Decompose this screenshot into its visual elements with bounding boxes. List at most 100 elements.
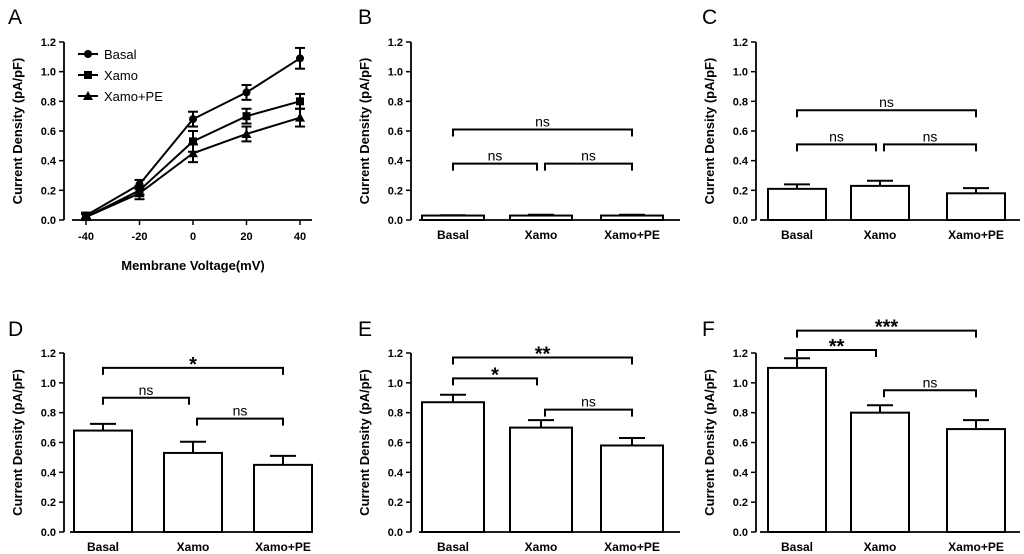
y-tick-label: 0.0 [388, 215, 403, 227]
panel-a: A 0.0 0.2 0.4 0.6 0.8 1.0 1.2 Current Density (p… [8, 6, 312, 273]
y-tick-label: 0.6 [41, 126, 56, 138]
y-tick-label: 0.2 [388, 185, 403, 197]
category-label: Xamo+PE [948, 540, 1004, 554]
category-label: Basal [437, 228, 469, 242]
x-tick-label: 40 [294, 231, 306, 243]
data-point [296, 54, 304, 63]
significance-label: *** [875, 317, 899, 339]
y-tick-label: 0.6 [733, 126, 748, 138]
y-tick-label: 0.6 [388, 126, 403, 138]
significance-label: ns [488, 148, 503, 164]
y-tick-label: 1.2 [388, 37, 403, 49]
y-tick-label: 0.6 [733, 438, 748, 450]
significance-bracket [452, 356, 633, 365]
significance-bracket [544, 408, 633, 417]
significance-bracket [102, 366, 284, 375]
y-tick-label: 0.4 [41, 467, 57, 479]
category-label: Xamo+PE [604, 228, 660, 242]
legend-marker [83, 91, 93, 100]
significance-label: ns [879, 94, 894, 110]
significance-label: ns [923, 374, 938, 390]
significance-bracket [796, 143, 877, 152]
category-label: Xamo+PE [255, 540, 311, 554]
legend: Basal Xamo Xamo+PE [78, 47, 163, 104]
y-tick-label: 1.0 [733, 378, 748, 390]
category-label: Xamo [864, 540, 897, 554]
significance-bracket [796, 349, 877, 358]
panel-letter: A [8, 6, 22, 29]
data-point [81, 212, 91, 222]
category-label: Xamo [864, 228, 897, 242]
significance-label: ** [829, 336, 845, 358]
data-point [242, 88, 251, 97]
panel-letter: B [358, 6, 372, 29]
legend-marker [84, 71, 92, 79]
bar [946, 192, 1006, 222]
data-point [296, 97, 304, 106]
significance-bracket [796, 329, 977, 338]
category-label: Xamo+PE [948, 228, 1004, 242]
bar [600, 214, 664, 222]
category-label: Xamo [177, 540, 210, 554]
data-point [189, 115, 197, 124]
significance-bracket [883, 389, 977, 398]
y-tick-label: 1.2 [41, 348, 56, 360]
x-tick-label: -40 [78, 231, 94, 243]
y-tick-label: 0.4 [733, 156, 749, 168]
data-point [242, 112, 251, 121]
y-axis-label: Current Density (pA/pF) [357, 369, 372, 516]
panel-letter: E [358, 318, 372, 341]
y-tick-label: 1.0 [388, 378, 403, 390]
y-tick-label: 1.0 [733, 67, 748, 79]
significance-label: * [491, 364, 499, 386]
y-axis-label: Current Density (pA/pF) [702, 369, 717, 516]
category-label: Xamo [525, 228, 558, 242]
y-tick-label: 0.0 [388, 527, 403, 539]
y-tick-label: 0.6 [388, 438, 403, 450]
data-point [189, 137, 197, 146]
bar [850, 411, 910, 533]
significance-bracket [883, 143, 977, 152]
significance-bracket [102, 396, 190, 405]
category-label: Basal [781, 540, 813, 554]
y-tick-label: 0.4 [388, 156, 404, 168]
y-tick-label: 0.2 [41, 497, 56, 509]
y-tick-label: 0.8 [388, 408, 403, 420]
significance-bracket [796, 109, 977, 118]
significance-bracket [452, 128, 633, 137]
panel-b: B 0.0 0.2 0.4 0.6 0.8 1.0 1.2 Current Density (p… [357, 6, 680, 242]
significance-label: ns [233, 403, 248, 419]
data-point [134, 188, 145, 198]
bar [767, 366, 827, 533]
significance-label: ns [139, 382, 154, 398]
significance-label: ns [829, 128, 844, 144]
data-point [241, 128, 252, 138]
y-tick-label: 0.8 [733, 408, 748, 420]
y-tick-label: 0.4 [41, 156, 57, 168]
bar [946, 428, 1006, 534]
series-xamo-pe [81, 107, 305, 222]
y-tick-label: 0.4 [388, 467, 404, 479]
x-tick-label: 0 [190, 231, 196, 243]
y-tick-label: 0.8 [733, 96, 748, 108]
category-label: Xamo+PE [604, 540, 660, 554]
panel-d: D 0.0 0.2 0.4 0.6 0.8 1.0 1.2 Current Density (p… [8, 318, 313, 554]
y-tick-label: 0.6 [41, 438, 56, 450]
panel-letter: C [702, 6, 717, 29]
y-tick-label: 1.0 [41, 378, 56, 390]
y-axis-label: Current Density (pA/pF) [357, 58, 372, 205]
x-axis-label: Membrane Voltage(mV) [121, 258, 265, 273]
y-tick-label: 0.2 [733, 497, 748, 509]
legend-marker [84, 50, 92, 58]
y-tick-label: 0.2 [388, 497, 403, 509]
significance-bracket [196, 417, 284, 426]
significance-label: ns [923, 128, 938, 144]
bar [600, 444, 664, 534]
bar [73, 429, 133, 534]
y-tick-label: 1.2 [733, 37, 748, 49]
category-label: Basal [87, 540, 119, 554]
significance-label: * [189, 354, 197, 376]
panel-letter: F [702, 318, 715, 341]
y-tick-label: 0.0 [41, 215, 56, 227]
